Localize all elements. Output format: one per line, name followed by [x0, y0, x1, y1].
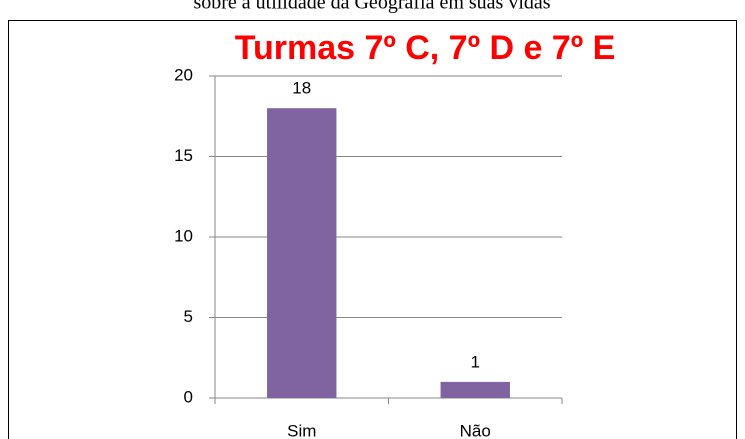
- bar: [267, 108, 337, 398]
- y-tick-label: 0: [184, 387, 193, 406]
- data-label: 1: [471, 352, 480, 371]
- chart-title: Turmas 7º C, 7º D e 7º E: [235, 29, 616, 67]
- y-tick-label: 20: [174, 65, 193, 84]
- y-tick-label: 10: [174, 226, 193, 245]
- y-tick-label: 5: [184, 307, 193, 326]
- data-label: 18: [292, 79, 311, 98]
- chart-border: [8, 20, 737, 439]
- bar: [440, 381, 510, 398]
- x-tick-label: Não: [460, 421, 491, 439]
- x-tick-label: Sim: [287, 421, 316, 439]
- y-tick-label: 15: [174, 146, 193, 165]
- caption: sobre a utilidade da Geografia em suas v…: [193, 0, 550, 14]
